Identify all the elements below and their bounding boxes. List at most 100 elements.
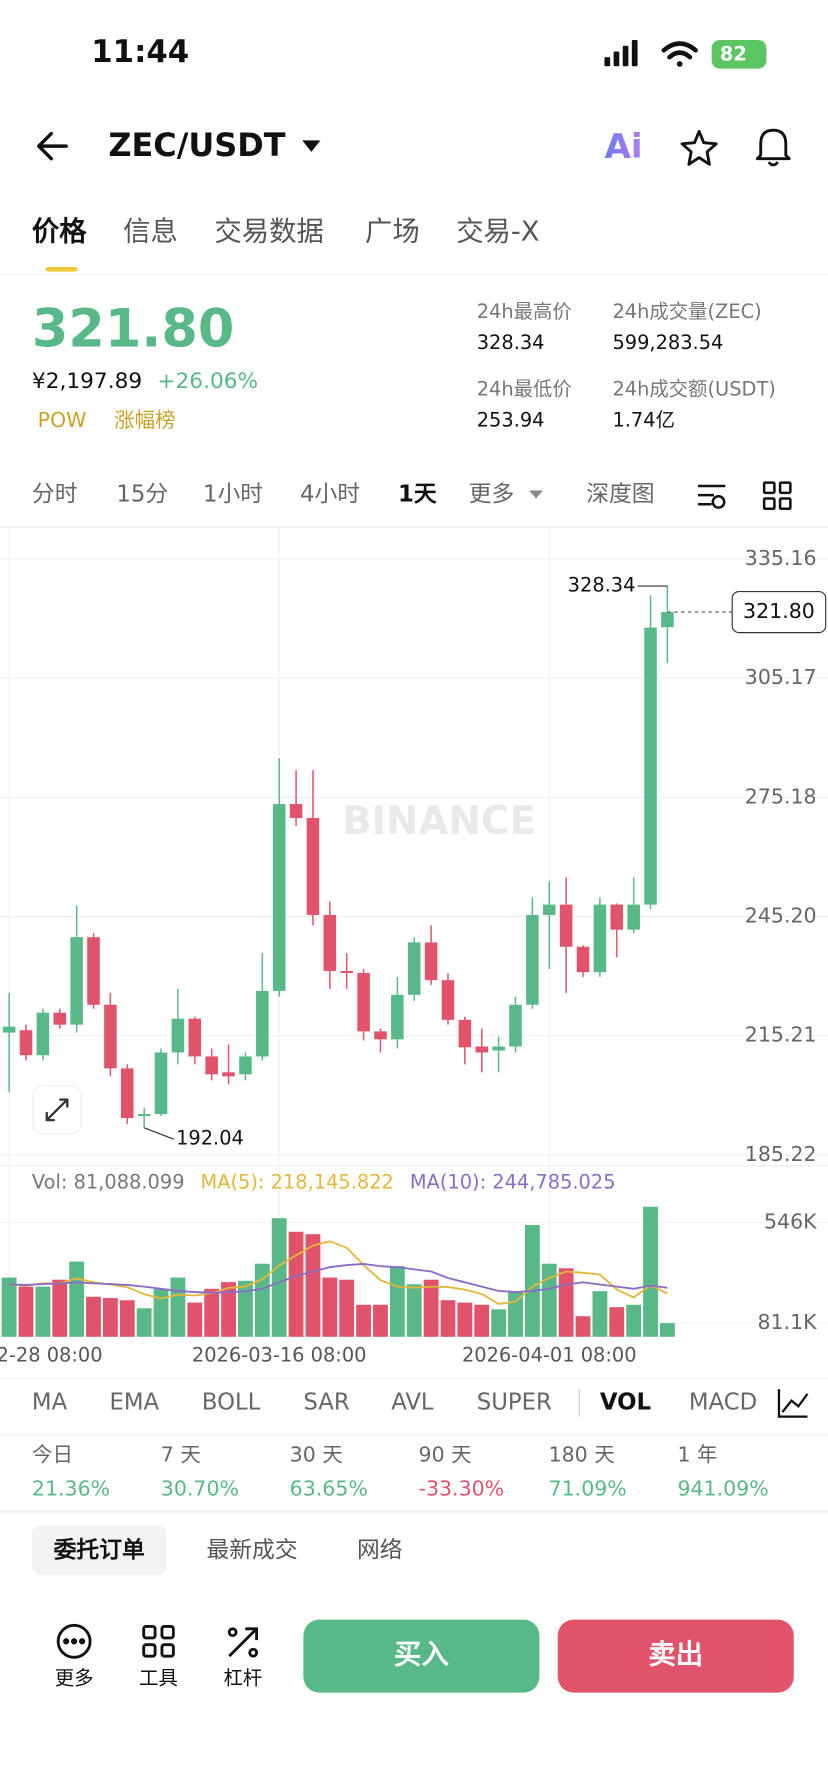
low-leader [143,1127,175,1140]
stat-value: 599,283.54 [612,331,723,354]
interval-tab[interactable]: 1小时 [203,482,263,508]
tag[interactable]: POW [38,408,87,432]
stat-label: 24h最低价 [477,378,572,401]
high-annotation: 328.34 [568,574,636,597]
back-button[interactable] [37,131,68,161]
drawing-tool-button[interactable] [777,1389,809,1418]
indicator-tab[interactable]: SUPER [477,1389,552,1415]
volume-bar [288,1231,304,1337]
pair-dropdown[interactable] [302,140,321,152]
performance-label: 180 天 [549,1442,615,1466]
candle-body [492,1046,505,1051]
order-tab[interactable]: 网络 [357,1538,403,1564]
stat-label: 24h成交量(ZEC) [612,300,761,323]
candle-body [2,1026,16,1033]
tag[interactable]: 涨幅榜 [114,408,176,432]
candle-body [70,937,83,1025]
indicator-settings-button[interactable] [697,484,726,509]
candle-body [154,1052,168,1115]
volume-bar [52,1279,68,1337]
interval-tab[interactable]: 4小时 [300,482,360,508]
more-icon[interactable] [56,1623,92,1659]
candle-body [171,1018,185,1053]
layout-button[interactable] [762,481,792,511]
indicator-tab[interactable]: EMA [109,1389,159,1415]
performance-value: 30.70% [161,1477,239,1501]
candle-body [374,1031,387,1040]
ma-legend: MA(10): 244,785.025 [410,1170,616,1193]
action-label[interactable]: 更多 [55,1666,94,1689]
leverage-icon[interactable] [227,1627,259,1658]
alert-button[interactable] [755,128,791,167]
tab[interactable]: 价格 [32,216,87,247]
last-price: 321.80 [32,299,234,360]
candle-body [441,980,455,1020]
interval-tab[interactable]: 深度图 [586,482,654,508]
interval-tab[interactable]: 1天 [398,482,437,508]
volume-bar [626,1304,642,1337]
volume-bar [238,1280,253,1337]
fullscreen-button[interactable] [32,1085,82,1135]
battery-icon [711,40,767,69]
tab[interactable]: 信息 [123,216,178,247]
sell-label[interactable]: 卖出 [648,1640,703,1671]
candle-body [610,904,624,930]
tab[interactable]: 交易数据 [214,216,323,247]
volume-bar [474,1304,490,1337]
candle-body [391,994,404,1040]
indicator-tab[interactable]: MACD [689,1389,757,1415]
sell-button[interactable] [557,1619,794,1693]
indicator-tab[interactable]: SAR [303,1389,349,1415]
volume-bar [102,1298,118,1337]
buy-button[interactable] [303,1619,540,1693]
x-tick-label: 2-28 08:00 [0,1344,103,1367]
volume-bar [271,1218,287,1337]
stat-label: 24h最高价 [477,300,572,323]
action-label[interactable]: 工具 [139,1666,178,1689]
indicator-tab[interactable]: MA [32,1389,68,1415]
ma-line [9,1240,668,1305]
ai-button[interactable]: Ai [604,127,642,167]
tab[interactable]: 广场 [365,216,420,247]
indicator-tab[interactable]: VOL [600,1389,651,1415]
candle-body [87,937,100,1005]
candle-body [340,970,353,973]
indicator-tab[interactable]: AVL [391,1389,434,1415]
action-label[interactable]: 杠杆 [224,1666,263,1689]
indicator-tab[interactable]: BOLL [202,1389,261,1415]
buy-label[interactable]: 买入 [394,1640,449,1671]
performance-value: 21.36% [32,1477,110,1501]
volume-bar [204,1288,220,1337]
volume-bar [18,1286,34,1337]
interval-tab[interactable]: 15分 [116,482,168,508]
y-tick-label: 215.21 [745,1023,817,1047]
candle-body [357,972,370,1032]
ma-legend: MA(5): 218,145.822 [201,1170,394,1193]
volume-tick-label: 81.1K [757,1310,817,1334]
interval-tab[interactable]: 分时 [32,482,78,508]
order-tab[interactable]: 最新成交 [206,1538,297,1564]
order-tab[interactable]: 委托订单 [54,1538,145,1564]
volume-bar [423,1279,439,1337]
last-price-label: 321.80 [743,599,815,623]
volume-bar [457,1302,473,1337]
performance-value: 941.09% [677,1477,768,1501]
volume-bar [356,1304,372,1337]
favorite-button[interactable] [680,129,718,166]
candle-body [121,1068,134,1119]
tab[interactable]: 交易-X [456,216,539,247]
low-annotation: 192.04 [176,1127,244,1150]
y-tick-label: 335.16 [745,546,817,570]
performance-value: -33.30% [419,1477,505,1501]
performance-value: 63.65% [290,1477,368,1501]
stat-value: 253.94 [477,408,545,431]
candle-body [36,1012,50,1056]
performance-value: 71.09% [549,1477,627,1501]
pair-title[interactable]: ZEC/USDT [108,126,285,164]
interval-tab[interactable]: 更多 [469,482,515,508]
tab-indicator [45,267,78,272]
candle-body [526,914,539,1005]
tools-icon[interactable] [142,1625,175,1658]
